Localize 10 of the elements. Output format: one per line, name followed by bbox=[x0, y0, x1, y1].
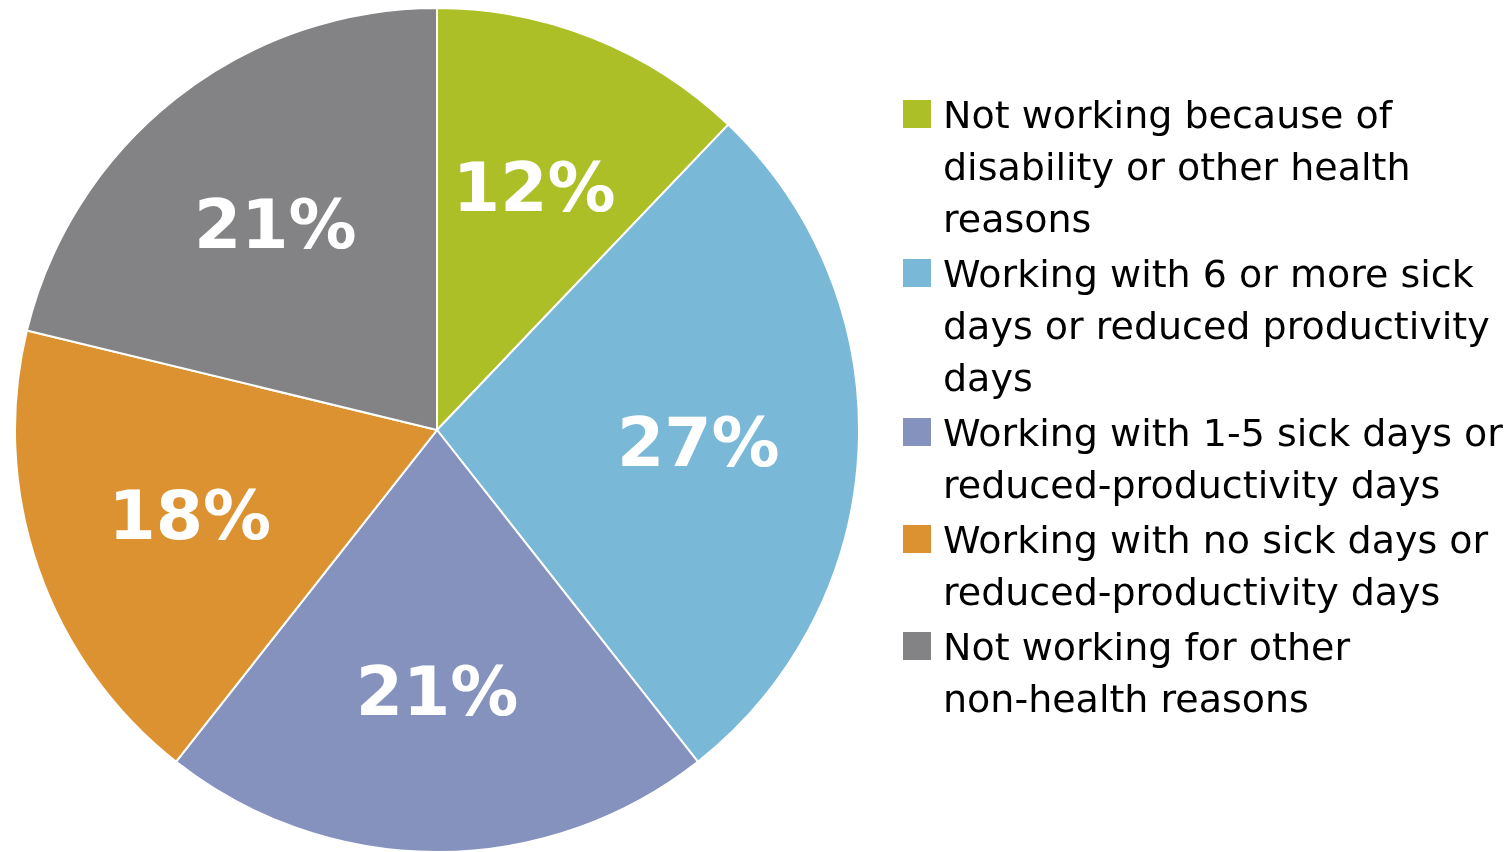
legend-label: Working with 1-5 sick days or reduced-productivity days bbox=[943, 411, 1504, 507]
data-label: 12% bbox=[452, 147, 616, 227]
legend-label: Working with 6 or more sick days or reduced productivity days bbox=[943, 252, 1490, 400]
data-label: 18% bbox=[108, 476, 272, 556]
legend-label: Working with no sick days or reduced-productivity days bbox=[943, 518, 1489, 614]
legend-label: Not working for other non-health reasons bbox=[943, 625, 1351, 721]
data-label: 21% bbox=[193, 185, 357, 265]
data-label: 21% bbox=[355, 652, 519, 732]
legend-label: Not working because of disability or other health reasons bbox=[943, 93, 1411, 241]
data-label: 27% bbox=[616, 403, 780, 483]
